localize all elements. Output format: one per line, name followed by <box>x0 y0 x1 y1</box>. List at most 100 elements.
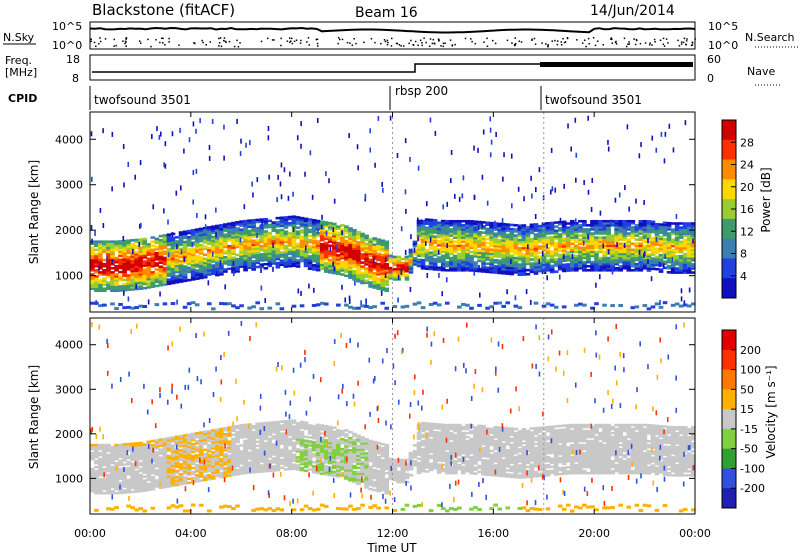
velocity-cell <box>251 448 256 452</box>
power-cell <box>323 245 329 249</box>
power-cell <box>690 257 696 260</box>
noise-search-dot <box>223 37 226 39</box>
power-cell <box>473 267 478 270</box>
velocity-cell <box>162 453 168 457</box>
velocity-cell <box>150 477 156 481</box>
power-cell <box>525 256 531 260</box>
power-cell <box>485 221 490 225</box>
velocity-cell <box>154 457 160 460</box>
power-cell <box>182 248 188 252</box>
power-cell <box>626 222 632 225</box>
power-cell <box>670 261 676 264</box>
power-cell <box>178 237 184 240</box>
power-cell <box>235 227 240 230</box>
power-cell <box>376 256 381 260</box>
noise-search-dot <box>386 43 389 46</box>
power-cell <box>529 270 535 274</box>
velocity-cell <box>98 467 103 471</box>
power-cell <box>638 260 644 264</box>
velocity-cell <box>190 454 196 458</box>
power-cell <box>219 232 224 235</box>
power-cell <box>162 268 168 272</box>
power-cell <box>436 225 442 229</box>
power-cell <box>557 243 563 246</box>
noise-search-dot <box>610 37 613 39</box>
power-cell <box>247 233 252 237</box>
power-speck <box>216 271 218 277</box>
power-cell <box>686 259 692 262</box>
power-ground <box>610 304 615 308</box>
power-cell <box>275 220 281 224</box>
power-cell <box>432 245 438 249</box>
power-cell <box>194 259 200 262</box>
power-cell <box>110 287 115 290</box>
power-cell <box>670 254 676 258</box>
power-cell <box>602 252 607 256</box>
velocity-cell <box>158 486 164 490</box>
power-cell <box>574 254 579 258</box>
power-speck <box>158 134 161 140</box>
power-cell <box>364 252 369 256</box>
power-cell <box>489 270 494 274</box>
velocity-cell <box>239 462 244 465</box>
velocity-cell <box>223 435 228 438</box>
power-cell <box>194 261 200 264</box>
power-cell <box>606 234 611 237</box>
power-cell <box>340 256 345 260</box>
power-speck <box>611 269 614 275</box>
velocity-cell <box>114 471 119 475</box>
power-cell <box>582 232 587 235</box>
power-speck <box>441 265 443 271</box>
velocity-cell <box>102 467 107 471</box>
velocity-cell <box>174 477 180 481</box>
velocity-cell <box>235 470 240 474</box>
power-cell <box>582 236 587 239</box>
velocity-cell <box>106 469 111 473</box>
noise-search-dot <box>168 41 170 43</box>
power-cell <box>336 233 341 237</box>
power-cell <box>561 259 567 262</box>
power-cell <box>215 253 220 256</box>
power-cell <box>545 226 551 229</box>
power-cell <box>525 230 531 233</box>
velocity-cell <box>94 475 99 479</box>
power-cell <box>658 231 664 234</box>
power-cell <box>666 264 672 268</box>
power-cell <box>170 240 176 244</box>
power-cell <box>146 243 152 246</box>
power-cell <box>646 220 652 223</box>
power-cell <box>247 225 252 229</box>
power-cell <box>275 233 281 236</box>
power-cell <box>202 271 208 275</box>
velocity-cell <box>259 430 265 433</box>
velocity-cell <box>178 476 184 480</box>
power-cell <box>465 264 470 268</box>
power-cell <box>586 256 591 260</box>
power-cell <box>453 240 458 243</box>
velocity-cell <box>122 491 127 494</box>
velocity-cell <box>251 467 256 470</box>
power-colorbar-swatch <box>722 278 736 299</box>
velocity-cell <box>255 460 260 464</box>
power-ground <box>501 304 507 308</box>
power-cell <box>142 274 148 278</box>
power-cell <box>263 248 269 252</box>
power-cell <box>553 270 559 273</box>
velocity-cell <box>194 460 200 463</box>
velocity-cell <box>211 461 216 464</box>
velocity-cell <box>150 451 156 455</box>
power-cell <box>610 264 615 268</box>
noise-search-dot <box>273 39 275 41</box>
power-cell <box>247 248 252 251</box>
power-cell <box>493 236 498 240</box>
velocity-cell <box>154 469 160 472</box>
velocity-cell <box>90 483 95 487</box>
velocity-cell <box>227 450 232 453</box>
power-cell <box>174 250 180 253</box>
power-speck <box>309 150 312 156</box>
noise-search-dot <box>317 45 319 47</box>
power-cell <box>162 260 168 264</box>
power-cell <box>650 222 656 226</box>
velocity-cell <box>178 442 184 446</box>
noise-search-dot <box>99 37 101 39</box>
